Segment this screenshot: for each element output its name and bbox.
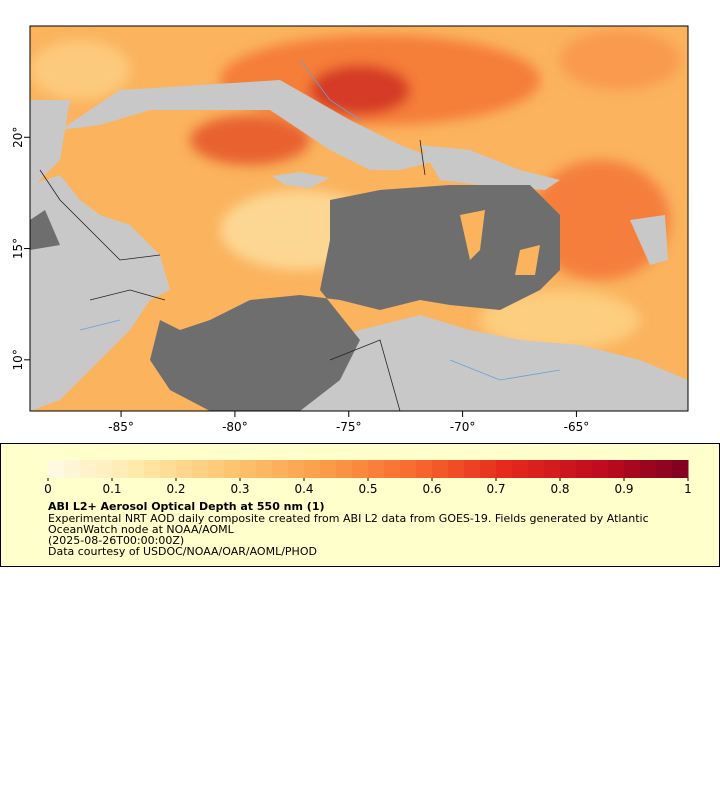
colorbar-step bbox=[64, 460, 81, 478]
x-tick-label: -85° bbox=[108, 420, 134, 434]
x-tick-label: -75° bbox=[336, 420, 362, 434]
colorbar-tick-label: 0.5 bbox=[358, 482, 377, 496]
y-tick-label: 20° bbox=[11, 127, 25, 148]
map-image bbox=[30, 26, 688, 411]
colorbar-step bbox=[592, 460, 609, 478]
colorbar-step bbox=[560, 460, 577, 478]
colorbar-step bbox=[640, 460, 657, 478]
map-frame bbox=[29, 25, 689, 412]
colorbar-tick-label: 0.9 bbox=[614, 482, 633, 496]
colorbar-step bbox=[240, 460, 257, 478]
colorbar-step bbox=[544, 460, 561, 478]
colorbar-step bbox=[304, 460, 321, 478]
colorbar-step bbox=[480, 460, 497, 478]
colorbar-step bbox=[576, 460, 593, 478]
colorbar-step bbox=[112, 460, 129, 478]
y-tick-label: 15° bbox=[11, 238, 25, 259]
colorbar-step bbox=[448, 460, 465, 478]
colorbar-step bbox=[656, 460, 673, 478]
colorbar-step bbox=[272, 460, 289, 478]
colorbar-step bbox=[416, 460, 433, 478]
x-tick-label: -80° bbox=[222, 420, 248, 434]
colorbar-step bbox=[320, 460, 337, 478]
colorbar-step bbox=[624, 460, 641, 478]
x-tick-label: -65° bbox=[564, 420, 590, 434]
colorbar-step bbox=[352, 460, 369, 478]
legend-title: ABI L2+ Aerosol Optical Depth at 550 nm … bbox=[48, 500, 325, 513]
x-tick-label: -70° bbox=[450, 420, 476, 434]
colorbar-tick-label: 0.6 bbox=[422, 482, 441, 496]
colorbar-step bbox=[96, 460, 113, 478]
colorbar-step bbox=[288, 460, 305, 478]
colorbar-tick-label: 0.8 bbox=[550, 482, 569, 496]
colorbar-step bbox=[256, 460, 273, 478]
colorbar-step bbox=[192, 460, 209, 478]
y-tick-label: 10° bbox=[11, 349, 25, 370]
colorbar-step bbox=[128, 460, 145, 478]
colorbar-step bbox=[336, 460, 353, 478]
colorbar-step bbox=[144, 460, 161, 478]
colorbar-step bbox=[512, 460, 529, 478]
colorbar-tick-label: 0.4 bbox=[294, 482, 313, 496]
colorbar-step bbox=[608, 460, 625, 478]
colorbar-step bbox=[496, 460, 513, 478]
colorbar-step bbox=[384, 460, 401, 478]
legend-line: OceanWatch node at NOAA/AOML bbox=[48, 523, 235, 536]
colorbar-tick-label: 1 bbox=[684, 482, 692, 496]
colorbar-step bbox=[464, 460, 481, 478]
colorbar-tick-label: 0.2 bbox=[166, 482, 185, 496]
colorbar-step bbox=[176, 460, 193, 478]
colorbar-step bbox=[80, 460, 97, 478]
colorbar-tick-label: 0.7 bbox=[486, 482, 505, 496]
colorbar-step bbox=[368, 460, 385, 478]
colorbar-tick-label: 0.1 bbox=[102, 482, 121, 496]
colorbar-step bbox=[528, 460, 545, 478]
colorbar-step bbox=[160, 460, 177, 478]
colorbar-step bbox=[672, 460, 689, 478]
colorbar-step bbox=[400, 460, 417, 478]
colorbar-tick-label: 0 bbox=[44, 482, 52, 496]
colorbar-step bbox=[208, 460, 225, 478]
colorbar-step bbox=[48, 460, 65, 478]
colorbar-tick-label: 0.3 bbox=[230, 482, 249, 496]
colorbar-step bbox=[224, 460, 241, 478]
legend-line: Data courtesy of USDOC/NOAA/OAR/AOML/PHO… bbox=[48, 545, 317, 558]
colorbar-step bbox=[432, 460, 449, 478]
legend-line: (2025-08-26T00:00:00Z) bbox=[48, 534, 184, 547]
legend-line: Experimental NRT AOD daily composite cre… bbox=[48, 512, 649, 525]
